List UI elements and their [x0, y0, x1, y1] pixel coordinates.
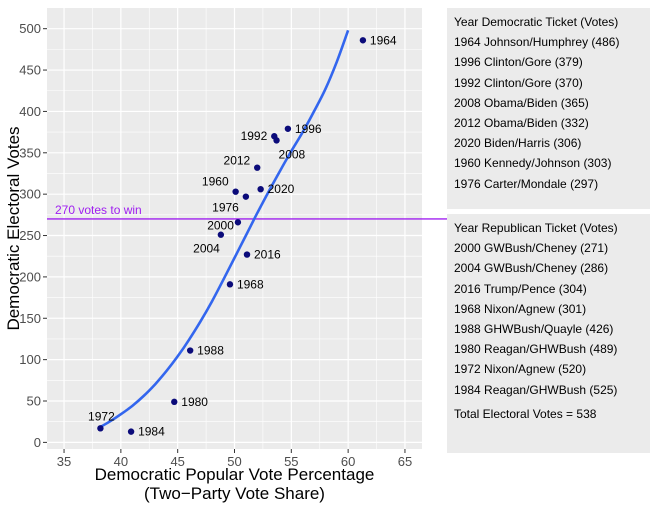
data-point-1980 — [171, 398, 178, 406]
data-point-1972 — [97, 425, 104, 432]
x-axis-title: Democratic Popular Vote Percentage — [95, 465, 375, 484]
axis-ticks: 35 40 45 50 55 60 65 0 50 100 150 200 250 300 350 400 45… — [19, 21, 412, 469]
y-tick-label: 350 — [19, 145, 41, 160]
data-point-1976 — [242, 193, 250, 200]
democratic-legend-line-1: 1964 Johnson/Humphrey (486) — [454, 35, 620, 50]
y-tick-label: 200 — [19, 269, 41, 284]
x-tick-label: 40 — [114, 454, 128, 469]
republican-legend-line-7: 1972 Nixon/Agnew (520) — [454, 362, 587, 377]
fit-curve — [97, 29, 350, 430]
democratic-legend-line-0: Year Democratic Ticket (Votes) — [454, 15, 619, 29]
y-tick-label: 150 — [19, 311, 41, 326]
y-tick-label: 300 — [19, 187, 41, 202]
data-points: 1964 1996 1992 2008 2012 2020 1960 1976 2000 2004… — [88, 33, 397, 438]
data-point-label-2012: 2012 — [224, 154, 251, 168]
y-axis-title: Democratic Electoral Votes — [4, 126, 23, 330]
data-point-1996 — [284, 125, 292, 132]
y-tick-label: 500 — [19, 21, 41, 36]
democratic-legend-line-6: 2020 Biden/Harris (306) — [454, 136, 582, 151]
total-electoral-votes: Total Electoral Votes = 538 — [454, 406, 597, 421]
x-tick-label: 65 — [398, 454, 412, 469]
data-point-label-1996: 1996 — [295, 122, 322, 136]
x-tick-label: 45 — [170, 454, 184, 469]
data-point-label-1976: 1976 — [212, 201, 239, 215]
data-point-label-2000: 2000 — [207, 218, 234, 232]
republican-legend-line-5: 1988 GHWBush/Quayle (426) — [454, 321, 614, 336]
republican-legend-line-3: 2016 Trump/Pence (304) — [454, 281, 587, 296]
democratic-legend-line-5: 2012 Obama/Biden (332) — [454, 115, 589, 130]
y-tick-label: 250 — [19, 228, 41, 243]
y-tick-label: 100 — [19, 352, 41, 367]
democratic-legend-line-8: 1976 Carter/Mondale (297) — [454, 176, 599, 191]
data-point-label-1964: 1964 — [370, 33, 397, 47]
data-point-label-1972: 1972 — [88, 409, 115, 423]
data-point-1984 — [127, 428, 135, 435]
data-point-label-1992: 1992 — [241, 129, 268, 143]
x-tick-label: 35 — [57, 454, 71, 469]
democratic-legend-line-7: 1960 Kennedy/Johnson (303) — [454, 156, 612, 171]
data-point-label-2004: 2004 — [193, 242, 220, 256]
democratic-legend-line-2: 1996 Clinton/Gore (379) — [454, 55, 583, 70]
data-point-label-1988: 1988 — [197, 344, 224, 358]
data-point-label-1968: 1968 — [237, 277, 264, 291]
democratic-legend-line-3: 1992 Clinton/Gore (370) — [454, 75, 583, 90]
republican-legend-line-6: 1980 Reagan/GHWBush (489) — [454, 342, 618, 357]
reference-line-label: 270 votes to win — [55, 203, 142, 217]
republican-legend-line-4: 1968 Nixon/Agnew (301) — [454, 301, 587, 316]
data-point-1960 — [232, 188, 239, 195]
x-axis-subtitle: (Two−Party Vote Share) — [144, 484, 325, 503]
y-tick-label: 400 — [19, 104, 41, 119]
republican-legend-line-2: 2004 GWBush/Cheney (286) — [454, 261, 609, 276]
data-point-2004 — [217, 231, 225, 238]
democratic-legend-line-4: 2008 Obama/Biden (365) — [454, 95, 589, 110]
x-tick-label: 50 — [227, 454, 241, 469]
data-point-label-2016: 2016 — [254, 248, 281, 262]
data-point-1968 — [226, 281, 234, 288]
data-point-label-1980: 1980 — [181, 395, 208, 409]
data-point-label-2008: 2008 — [279, 147, 306, 161]
x-tick-label: 55 — [284, 454, 298, 469]
republican-legend-line-0: Year Republican Ticket (Votes) — [454, 221, 618, 235]
data-point-2000 — [234, 219, 242, 226]
grid-major — [47, 8, 422, 449]
democratic-legend-panel: Year Democratic Ticket (Votes) 1964 Johns… — [447, 8, 650, 209]
data-point-1988 — [186, 347, 194, 354]
y-tick-label: 0 — [34, 435, 41, 450]
data-point-2008 — [273, 137, 280, 144]
data-point-label-2020: 2020 — [268, 182, 295, 196]
x-tick-label: 60 — [341, 454, 355, 469]
y-tick-label: 50 — [27, 394, 41, 409]
republican-legend-line-8: 1984 Reagan/GHWBush (525) — [454, 382, 618, 397]
republican-legend-panel: Year Republican Ticket (Votes) 2000 GWBus… — [447, 214, 650, 453]
data-point-1964 — [359, 37, 367, 44]
y-tick-label: 450 — [19, 63, 41, 78]
data-point-label-1960: 1960 — [202, 175, 229, 189]
data-point-label-1984: 1984 — [138, 425, 165, 439]
data-point-2020 — [257, 185, 264, 193]
data-point-2016 — [243, 251, 251, 258]
republican-legend-line-1: 2000 GWBush/Cheney (271) — [454, 241, 609, 256]
data-point-2012 — [254, 164, 261, 171]
